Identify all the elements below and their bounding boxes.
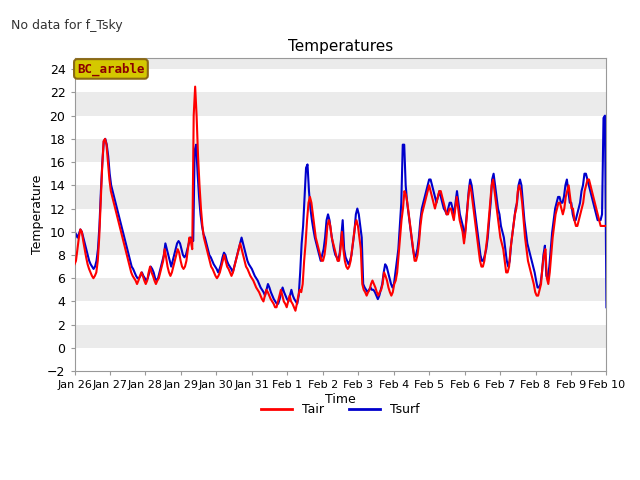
X-axis label: Time: Time [325,393,356,406]
Text: BC_arable: BC_arable [77,62,145,75]
Y-axis label: Temperature: Temperature [31,175,44,254]
Legend: Tair, Tsurf: Tair, Tsurf [256,398,425,421]
Title: Temperatures: Temperatures [288,38,393,54]
Bar [74,301,607,324]
Text: No data for f_Tsky: No data for f_Tsky [11,20,122,33]
Bar [74,69,607,93]
Bar [74,162,607,185]
Bar [74,116,607,139]
Bar [74,255,607,278]
Bar [74,208,607,232]
Bar [74,348,607,371]
